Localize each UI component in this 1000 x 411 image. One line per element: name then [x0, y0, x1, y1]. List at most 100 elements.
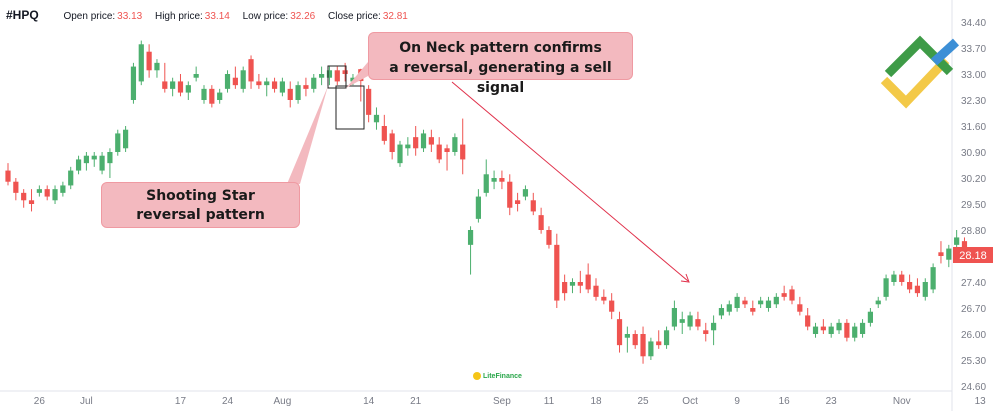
candle: [742, 296, 748, 308]
candle: [271, 77, 278, 93]
candle-body: [413, 137, 419, 149]
candle: [554, 233, 560, 308]
candle: [295, 81, 301, 104]
price-tick-label: 25.30: [961, 356, 986, 367]
candle-body: [334, 70, 340, 82]
time-tick-label: Oct: [682, 396, 698, 407]
candle: [366, 85, 372, 123]
candle: [115, 129, 121, 156]
candle: [491, 170, 497, 190]
candle: [726, 300, 732, 316]
candle-body: [954, 237, 960, 245]
candle: [648, 337, 654, 360]
candle-body: [83, 155, 89, 164]
candle: [13, 178, 19, 201]
candle: [938, 241, 944, 264]
price-tick-label: 26.70: [961, 304, 986, 315]
candle-body: [687, 315, 693, 327]
watermark: LiteFinance: [473, 372, 522, 380]
candle-body: [640, 334, 646, 357]
candle: [146, 44, 152, 78]
price-tick-label: 33.00: [961, 70, 986, 81]
candle-body: [609, 300, 615, 312]
candle-body: [36, 189, 42, 193]
candle: [859, 319, 866, 338]
candle-body: [107, 152, 113, 164]
candle: [405, 137, 411, 156]
candle-body: [875, 300, 881, 305]
candle-body: [28, 200, 35, 204]
price-tick-label: 24.60: [961, 382, 986, 393]
candle-body: [115, 133, 121, 152]
chart-header: #HPQ Open price: 33.13 High price: 33.14 L…: [6, 8, 408, 22]
candle: [326, 66, 333, 86]
candle-body: [899, 274, 905, 282]
candle: [734, 293, 740, 312]
candle: [240, 66, 246, 93]
candle-body: [930, 267, 936, 290]
candle-body: [373, 114, 380, 123]
candle: [107, 148, 113, 178]
candle-body: [452, 137, 458, 152]
candle: [44, 185, 50, 201]
candle: [593, 278, 599, 301]
last-price-label: 28.18: [959, 250, 987, 262]
time-tick-label: 25: [637, 396, 649, 407]
candle: [703, 322, 709, 342]
candle-body: [99, 155, 105, 171]
candle: [452, 133, 458, 156]
candle: [36, 185, 42, 197]
candle: [538, 207, 544, 234]
price-tick-label: 34.40: [961, 18, 986, 29]
candle: [758, 296, 764, 308]
candle-body: [248, 59, 254, 82]
candle: [83, 152, 89, 171]
candle: [577, 270, 583, 294]
candle-body: [663, 330, 670, 346]
candle-body: [130, 66, 137, 100]
candle-body: [844, 322, 850, 338]
candle-body: [577, 282, 583, 286]
open-price-value: 33.13: [117, 11, 143, 22]
candle-body: [303, 85, 309, 89]
candle: [130, 62, 137, 104]
low-price-label: Low price:: [242, 11, 289, 22]
time-tick-label: 13: [975, 396, 987, 407]
close-price-label: Close price:: [328, 11, 381, 22]
candle-body: [789, 289, 795, 301]
candle-body: [342, 70, 348, 74]
candle: [52, 185, 58, 204]
price-tick-label: 28.80: [961, 226, 986, 237]
candle: [248, 55, 254, 89]
candle: [436, 137, 442, 164]
candle-body: [279, 81, 285, 93]
symbol-label: #HPQ: [6, 8, 39, 22]
trend-arrow: [451, 81, 690, 283]
candle: [609, 293, 615, 320]
candle-body: [295, 85, 301, 100]
candle: [671, 300, 677, 331]
candle: [460, 118, 466, 175]
candle-body: [765, 300, 772, 308]
candle-body: [695, 319, 701, 327]
shooting-star-callout: Shooting Star reversal pattern: [101, 182, 300, 228]
candle: [616, 311, 623, 353]
close-price-value: 32.81: [382, 11, 408, 22]
candle: [718, 304, 725, 320]
candle: [515, 192, 521, 212]
candle-body: [475, 196, 481, 219]
candle-body: [146, 51, 152, 71]
high-price-value: 33.14: [204, 11, 230, 22]
candle: [21, 189, 27, 208]
time-tick-label: Nov: [893, 396, 911, 407]
candle-body: [5, 170, 11, 182]
candle: [279, 77, 285, 97]
candle-body: [44, 189, 50, 197]
candle-body: [138, 44, 144, 82]
candle-body: [734, 296, 740, 308]
time-tick-label: 9: [734, 396, 740, 407]
candle: [264, 77, 270, 97]
price-axis: 34.40 33.70 33.00 32.30 31.60 30.90 30.20 29.50…: [961, 18, 986, 393]
candle: [750, 300, 756, 316]
